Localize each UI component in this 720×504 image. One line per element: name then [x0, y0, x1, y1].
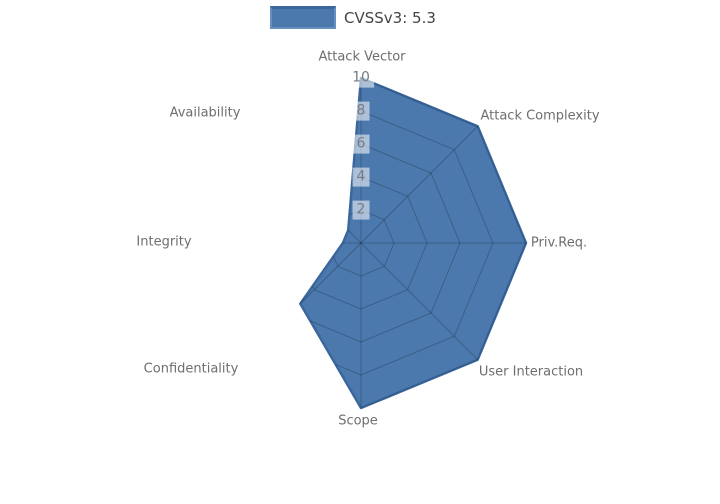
grid-spoke	[360, 242, 479, 361]
radar-grid	[300, 78, 526, 408]
grid-ring	[300, 143, 461, 343]
axis-label-availability: Availability	[169, 105, 241, 121]
radar-series-area	[299, 76, 528, 410]
grid-spoke	[300, 242, 362, 361]
legend[interactable]: CVSSv3: 5.3	[270, 6, 436, 29]
grid-ring	[300, 110, 494, 376]
grid-spoke	[300, 125, 362, 244]
legend-label: CVSSv3: 5.3	[344, 8, 436, 27]
radial-tick-label: 8	[352, 101, 370, 121]
radial-tick-label: 4	[352, 167, 370, 187]
legend-swatch	[270, 6, 336, 29]
radial-tick-label: 10	[348, 68, 374, 88]
axis-label-scope: Scope	[338, 413, 378, 429]
axis-label-attack-complexity: Attack Complexity	[480, 108, 600, 124]
axis-label-confidentiality: Confidentiality	[143, 361, 239, 377]
radial-tick-label: 2	[352, 200, 370, 220]
grid-spoke	[360, 125, 479, 244]
radial-tick-label: 6	[352, 134, 370, 154]
axis-label-integrity: Integrity	[136, 234, 192, 250]
axis-label-priv-req: Priv.Req.	[530, 235, 588, 251]
axis-label-user-interaction: User Interaction	[478, 364, 584, 380]
axis-label-attack-vector: Attack Vector	[318, 49, 406, 65]
